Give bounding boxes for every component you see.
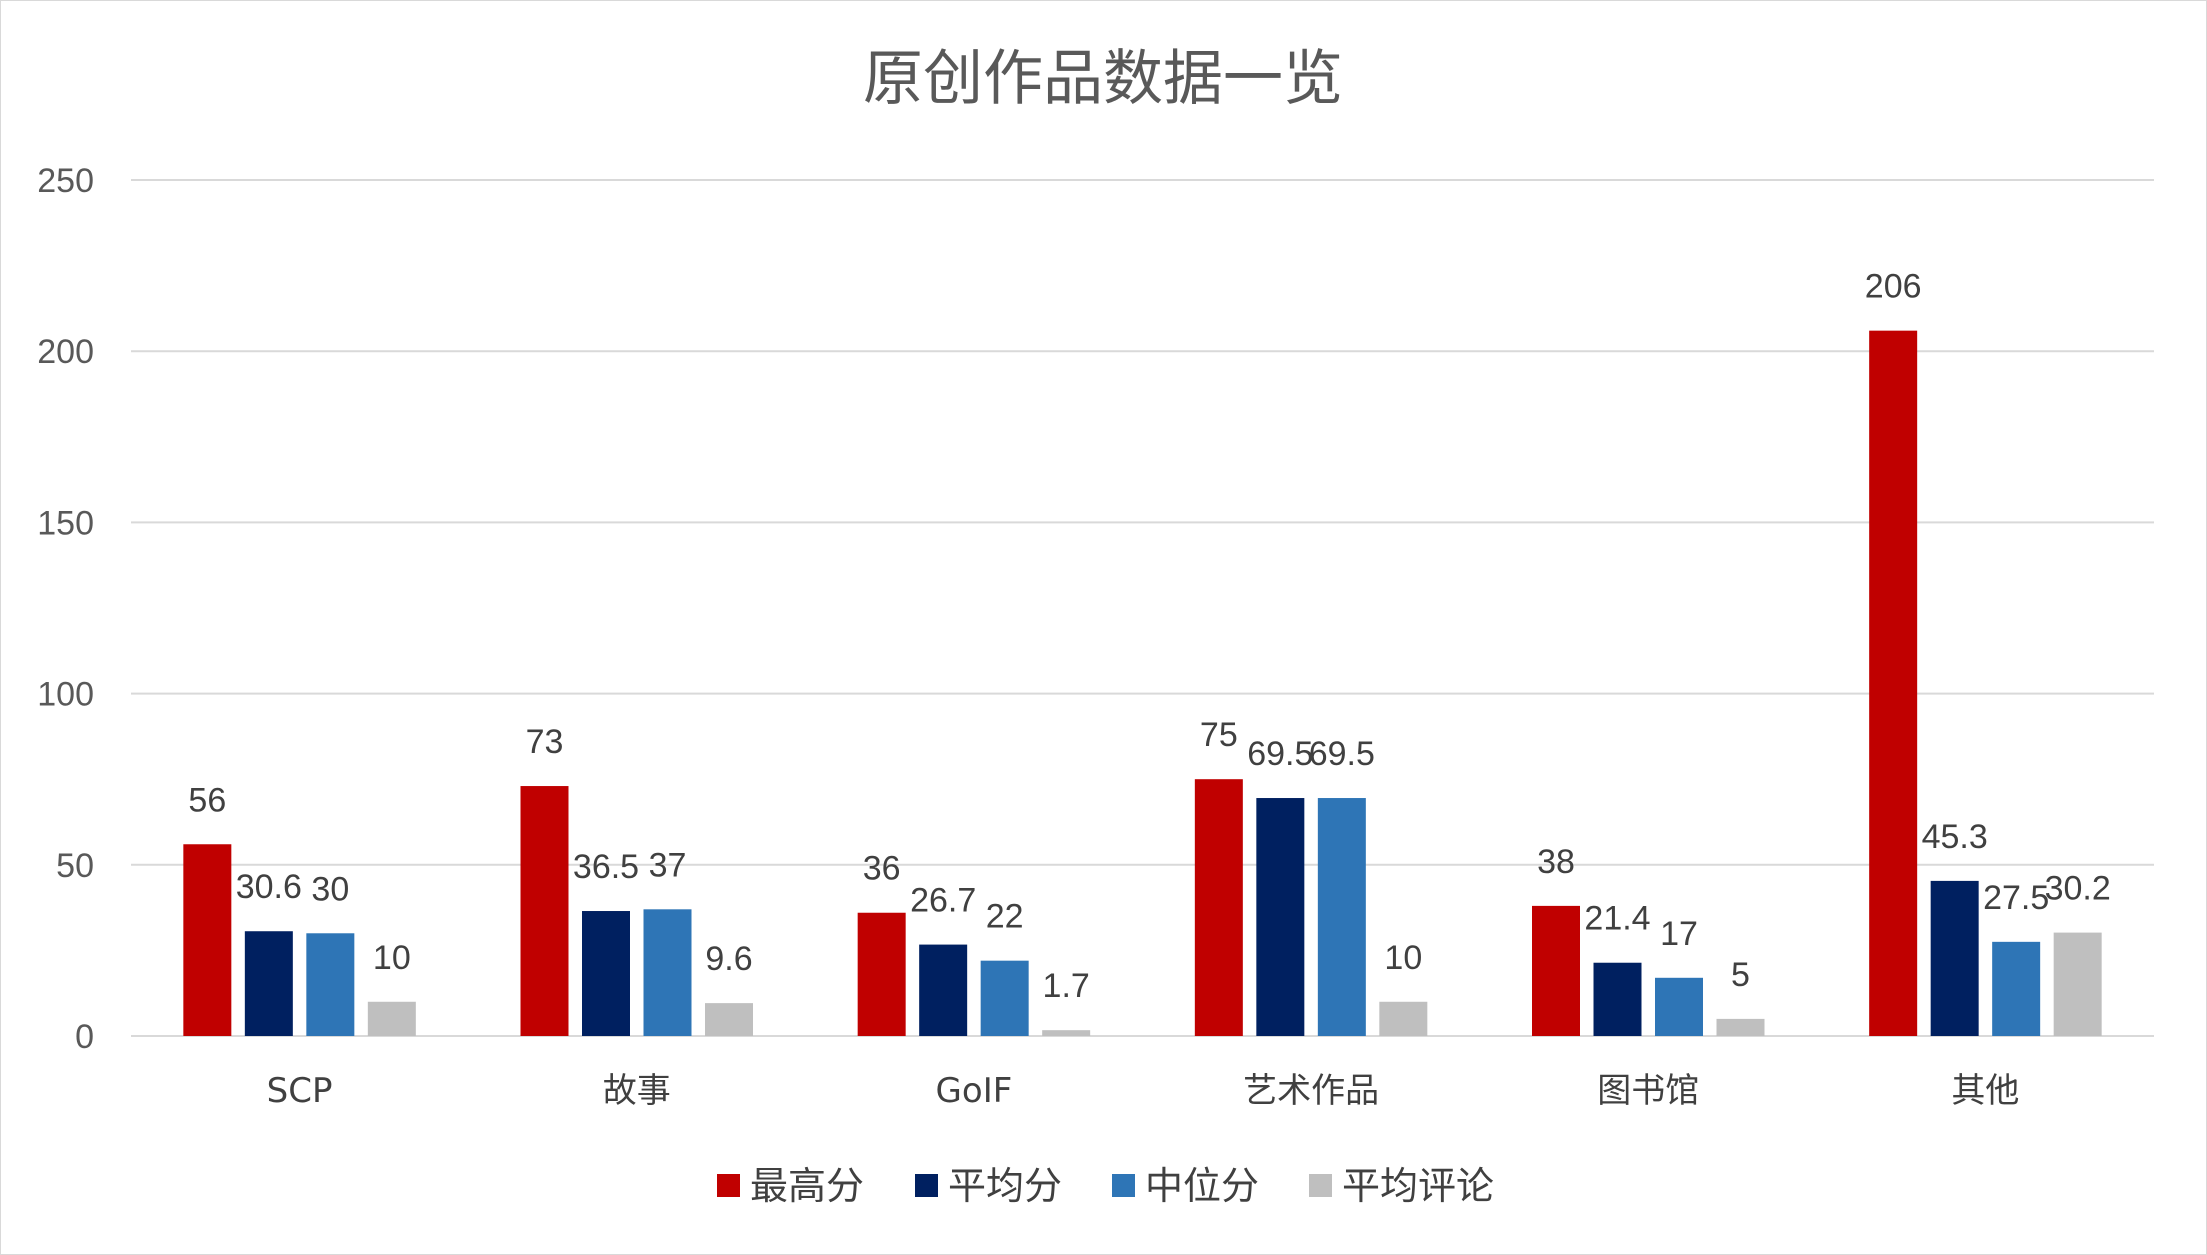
legend-label: 平均分 (948, 1164, 1062, 1208)
bar (244, 931, 293, 1036)
legend-label: 平均评论 (1342, 1164, 1494, 1208)
bar (1317, 798, 1366, 1036)
bar (1716, 1018, 1765, 1036)
x-axis-categories: SCP 故事 GoIF 艺术作品 图书馆 其他 (267, 1071, 2020, 1111)
data-label: 45.3 (1922, 818, 1988, 856)
y-tick-label: 250 (37, 162, 94, 200)
data-label: 17 (1660, 915, 1698, 953)
data-label: 56 (188, 781, 226, 819)
bar (643, 909, 692, 1036)
bars (183, 330, 2102, 1036)
bar (980, 960, 1029, 1036)
data-label: 206 (1865, 268, 1922, 306)
data-label: 36 (863, 850, 901, 888)
data-label: 36.5 (573, 848, 639, 886)
bar (1042, 1030, 1091, 1036)
data-label: 5 (1731, 956, 1750, 994)
bar (705, 1003, 753, 1036)
data-label: 38 (1537, 843, 1575, 881)
data-label: 69.5 (1309, 735, 1375, 773)
legend-swatch (1112, 1174, 1135, 1197)
gridlines (131, 179, 2154, 1037)
x-tick-label: 其他 (1951, 1071, 2019, 1111)
bar (919, 944, 968, 1036)
bar (306, 933, 355, 1036)
data-label: 9.6 (705, 940, 752, 978)
y-tick-label: 0 (75, 1018, 94, 1056)
bar (1256, 798, 1305, 1036)
bar (857, 912, 906, 1036)
legend-label: 中位分 (1145, 1164, 1259, 1208)
data-label: 21.4 (1584, 900, 1650, 938)
y-tick-label: 200 (37, 333, 94, 371)
bar (520, 786, 569, 1036)
data-label: 69.5 (1247, 735, 1313, 773)
bar (1992, 941, 2041, 1036)
data-label: 26.7 (910, 882, 976, 920)
data-label: 27.5 (1983, 879, 2049, 917)
bar (183, 844, 232, 1036)
bar (1655, 977, 1703, 1036)
data-label: 22 (986, 898, 1024, 936)
bar (582, 911, 630, 1036)
data-label: 10 (1384, 939, 1422, 977)
bar (2053, 932, 2102, 1036)
y-tick-label: 150 (37, 504, 94, 542)
data-label: 30.2 (2045, 870, 2111, 908)
data-label: 30 (311, 870, 349, 908)
bar (1869, 330, 1918, 1036)
chart-title: 原创作品数据一览 (863, 44, 1343, 114)
data-label: 37 (649, 846, 687, 884)
x-tick-label: 故事 (603, 1071, 671, 1111)
data-label: 73 (526, 723, 564, 761)
legend-label: 最高分 (750, 1164, 864, 1208)
data-label: 1.7 (1043, 967, 1090, 1005)
bar (1930, 880, 1979, 1036)
x-tick-label: 图书馆 (1597, 1071, 1699, 1111)
x-tick-label: SCP (267, 1071, 333, 1111)
y-tick-label: 100 (37, 676, 94, 714)
legend: 最高分 平均分 中位分 平均评论 (717, 1164, 1494, 1208)
bar (1379, 1001, 1428, 1036)
x-tick-label: 艺术作品 (1243, 1071, 1379, 1111)
y-axis-ticks: 0 50 100 150 200 250 (37, 162, 94, 1056)
bar (367, 1001, 416, 1036)
legend-swatch (1309, 1174, 1332, 1197)
bar (1532, 905, 1580, 1036)
legend-swatch (915, 1174, 938, 1197)
legend-swatch (717, 1174, 740, 1197)
bar (1593, 962, 1642, 1036)
data-label: 30.6 (236, 868, 302, 906)
y-tick-label: 50 (56, 847, 94, 885)
data-label: 10 (373, 939, 411, 977)
data-label: 75 (1200, 716, 1238, 754)
bar (1194, 779, 1243, 1036)
x-tick-label: GoIF (936, 1071, 1013, 1111)
